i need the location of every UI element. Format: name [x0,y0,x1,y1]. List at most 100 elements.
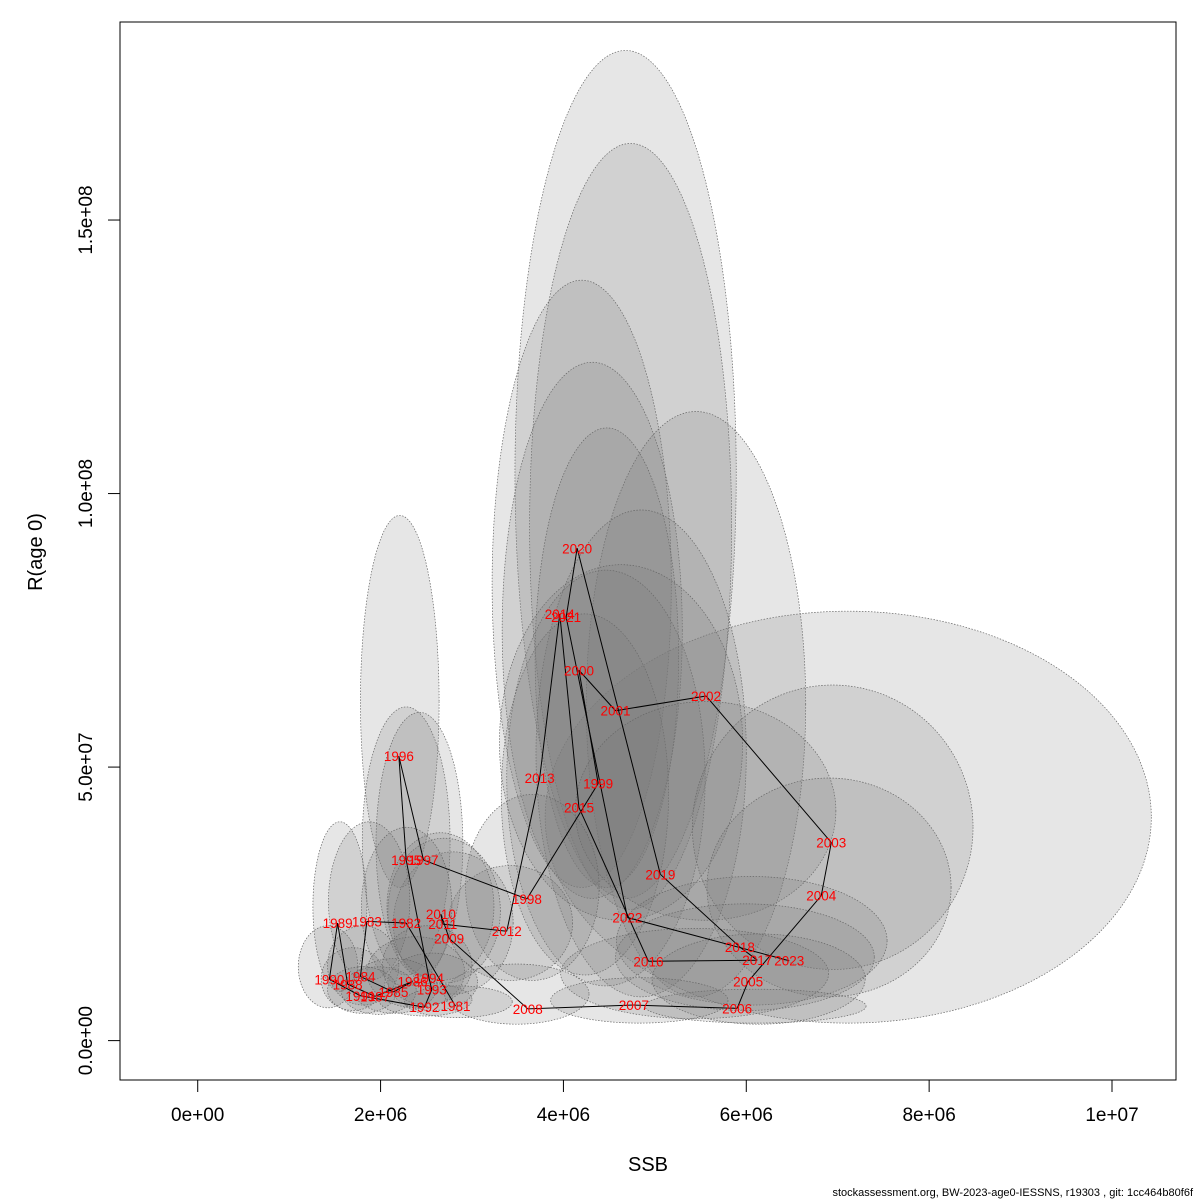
segment-2022-2023 [627,917,790,962]
year-label-2005: 2005 [733,975,763,990]
segment-2002-2003 [705,695,832,843]
ellipse-2002 [574,701,837,921]
year-label-2013: 2013 [525,771,555,786]
ellipse-2006 [644,988,867,1024]
ellipse-2018 [616,876,888,1006]
year-label-1998: 1998 [512,892,542,907]
x-tick-label: 4e+06 [537,1105,590,1126]
ellipse-2004 [706,777,952,998]
ellipse-2014 [491,279,672,888]
confidence-ellipses [297,50,1152,1025]
year-label-1994: 1994 [414,971,445,986]
year-label-1995: 1995 [391,853,421,868]
year-label-2011: 2011 [428,917,457,932]
segment-1994-1995 [405,859,430,979]
year-label-2020: 2020 [562,541,592,556]
ellipse-2009 [393,851,514,995]
segment-2019-2020 [576,548,661,875]
segment-2021-2022 [565,617,628,918]
y-tick-label: 1.0e+08 [76,459,97,528]
segment-2012-2013 [506,777,541,932]
year-label-1987: 1987 [360,989,390,1004]
segment-1991-1992 [360,995,425,1008]
ellipse-2005 [651,933,866,1025]
segment-1992-1993 [423,989,433,1008]
year-label-2000: 2000 [564,663,594,678]
segment-1987-1988 [347,983,376,997]
year-label-2001: 2001 [601,704,631,719]
footer-text: stockassessment.org, BW-2023-age0-IESSNS… [832,1187,1193,1199]
segment-2020-2021 [565,548,578,618]
x-tick-label: 2e+06 [354,1105,407,1126]
ellipse-2016 [560,928,829,1020]
segment-1993-1994 [428,978,433,990]
segment-1989-1990 [328,922,339,980]
segment-2014-2015 [559,613,580,808]
ellipse-1992 [378,982,473,1017]
trajectory-lines [328,548,832,1010]
y-axis: 0.0e+00 5.0e+07 1.0e+08 1.5e+08 [76,185,121,1075]
year-label-1999: 1999 [583,776,613,791]
ellipse-1996 [360,515,440,888]
year-label-2023: 2023 [774,954,804,969]
year-label-1990: 1990 [314,972,344,987]
ellipse-2001 [499,564,743,921]
year-label-1986: 1986 [398,975,428,990]
y-tick-label: 5.0e+07 [76,732,97,801]
segment-2005-2006 [736,981,749,1009]
year-label-1983: 1983 [352,914,382,929]
year-label-2022: 2022 [612,911,642,926]
segment-2000-2001 [578,669,616,712]
ellipse-2017 [615,903,875,1011]
year-label-2006: 2006 [722,1001,752,1016]
year-label-2016: 2016 [633,954,663,969]
ellipse-1989 [312,821,368,992]
y-tick-label: 0.0e+00 [76,1006,97,1075]
segment-1983-1984 [359,921,368,977]
segment-1984-1985 [360,976,394,993]
year-label-2019: 2019 [645,867,675,882]
segment-1997-1998 [423,859,528,900]
year-label-2014: 2014 [545,607,576,622]
segment-2017-2018 [739,946,758,961]
ellipse-1998 [465,794,600,981]
ellipse-2007 [550,977,729,1024]
segment-2001-2002 [615,695,707,712]
year-label-2002: 2002 [691,689,721,704]
ellipse-1981 [403,985,513,1018]
ellipse-2011 [387,837,501,984]
ellipse-2021 [529,143,733,910]
year-label-2007: 2007 [619,998,649,1013]
ellipse-1999 [506,569,706,987]
segment-2009-2010 [440,914,450,939]
x-tick-label: 6e+06 [720,1105,773,1126]
year-label-2009: 2009 [434,931,464,946]
year-label-1989: 1989 [323,916,353,931]
segment-2003-2004 [820,842,832,896]
year-label-2021: 2021 [551,610,581,625]
year-label-1996: 1996 [384,749,414,764]
segment-1990-1991 [329,978,361,997]
ellipse-2003 [691,684,974,970]
segment-1988-1989 [337,922,349,985]
segment-2006-2007 [633,1004,738,1009]
segment-1982-1983 [366,920,407,924]
year-label-1992: 1992 [409,1000,439,1015]
x-tick-label: 0e+00 [171,1105,224,1126]
year-label-2004: 2004 [806,889,837,904]
year-label-2008: 2008 [513,1002,543,1017]
year-label-2015: 2015 [564,801,594,816]
segment-2010-2011 [440,914,444,925]
segment-2007-2008 [527,1004,634,1010]
year-label-1991: 1991 [345,989,375,1004]
y-axis-title: R(age 0) [25,513,47,591]
year-label-2017: 2017 [742,953,772,968]
ellipse-1984 [327,925,400,1006]
x-tick-label: 1e+07 [1085,1105,1138,1126]
ellipse-2012 [447,865,573,981]
ellipse-2000 [534,427,679,888]
segment-2013-2014 [539,613,561,779]
segment-2016-2017 [648,959,758,962]
